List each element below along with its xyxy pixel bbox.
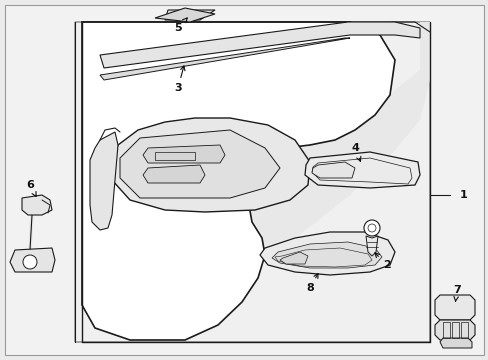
Text: 3: 3 [174, 66, 184, 93]
Polygon shape [82, 22, 394, 340]
Polygon shape [271, 242, 381, 268]
Polygon shape [305, 152, 419, 188]
Polygon shape [434, 320, 474, 340]
Polygon shape [280, 252, 307, 264]
Polygon shape [434, 295, 474, 320]
Polygon shape [90, 132, 118, 230]
Text: 8: 8 [305, 274, 317, 293]
Circle shape [23, 255, 37, 269]
Polygon shape [112, 118, 309, 212]
Polygon shape [22, 195, 52, 215]
Polygon shape [120, 130, 280, 198]
Text: 5: 5 [174, 18, 187, 33]
Polygon shape [311, 162, 354, 178]
Polygon shape [5, 5, 483, 355]
Polygon shape [439, 338, 471, 348]
Polygon shape [164, 10, 215, 20]
Circle shape [363, 220, 379, 236]
Polygon shape [10, 248, 55, 272]
Polygon shape [260, 232, 394, 275]
Polygon shape [142, 165, 204, 183]
Polygon shape [75, 22, 429, 342]
Polygon shape [365, 236, 377, 256]
Text: 1: 1 [459, 190, 467, 200]
Text: 2: 2 [374, 253, 390, 270]
Polygon shape [155, 8, 215, 22]
Text: 6: 6 [26, 180, 36, 197]
Text: 4: 4 [350, 143, 360, 161]
Polygon shape [247, 22, 429, 260]
Text: 7: 7 [452, 285, 460, 301]
Polygon shape [142, 145, 224, 163]
Polygon shape [429, 5, 483, 355]
Polygon shape [100, 22, 419, 68]
Polygon shape [100, 38, 349, 80]
